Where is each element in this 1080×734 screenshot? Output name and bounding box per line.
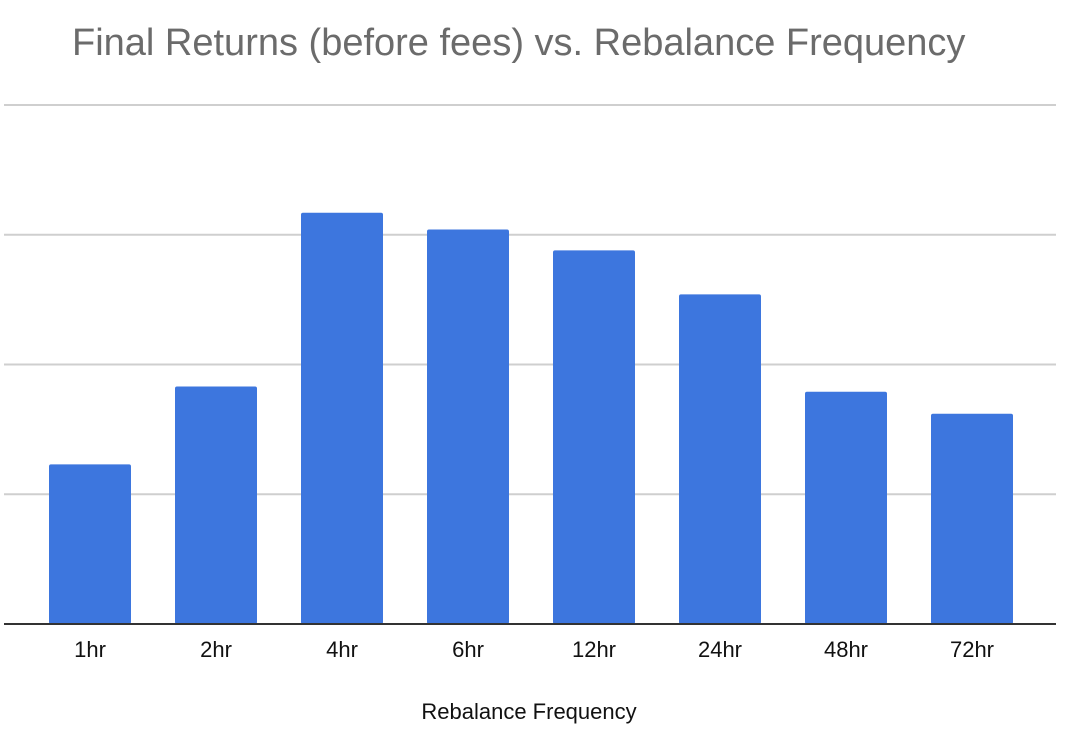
chart-title: Final Returns (before fees) vs. Rebalanc… (72, 22, 966, 64)
x-tick-label: 1hr (74, 637, 106, 662)
bar-12hr (553, 250, 635, 624)
bar-48hr (805, 391, 887, 624)
x-tick-label: 4hr (326, 637, 358, 662)
x-tick-label: 12hr (572, 637, 616, 662)
bar-6hr (427, 229, 509, 624)
x-tick-label: 2hr (200, 637, 232, 662)
x-tick-label: 6hr (452, 637, 484, 662)
bar-72hr (931, 413, 1013, 624)
bar-4hr (301, 212, 383, 624)
gridlines (4, 104, 1056, 496)
x-tick-labels: 1hr 2hr 4hr 6hr 12hr 24hr 48hr 72hr (74, 637, 994, 662)
x-tick-label: 72hr (950, 637, 994, 662)
bar-24hr (679, 294, 761, 624)
bars (49, 212, 1013, 624)
bar-1hr (49, 464, 131, 624)
x-axis-title: Rebalance Frequency (421, 699, 637, 724)
x-tick-label: 48hr (824, 637, 868, 662)
x-tick-label: 24hr (698, 637, 742, 662)
bar-2hr (175, 386, 257, 624)
